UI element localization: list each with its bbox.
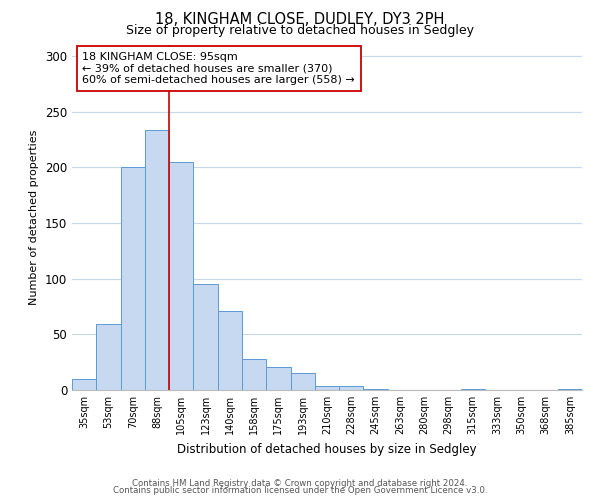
Bar: [145, 130, 169, 390]
Bar: [364, 389, 388, 390]
X-axis label: Distribution of detached houses by size in Sedgley: Distribution of detached houses by size …: [177, 442, 477, 456]
Bar: [242, 359, 266, 390]
Bar: [72, 379, 96, 390]
Bar: [169, 162, 193, 390]
Text: Contains HM Land Registry data © Crown copyright and database right 2024.: Contains HM Land Registry data © Crown c…: [132, 478, 468, 488]
Bar: [96, 324, 121, 390]
Bar: [218, 311, 242, 390]
Bar: [315, 386, 339, 390]
Bar: [339, 386, 364, 390]
Text: Size of property relative to detached houses in Sedgley: Size of property relative to detached ho…: [126, 24, 474, 37]
Text: 18, KINGHAM CLOSE, DUDLEY, DY3 2PH: 18, KINGHAM CLOSE, DUDLEY, DY3 2PH: [155, 12, 445, 28]
Bar: [121, 168, 145, 390]
Bar: [558, 389, 582, 390]
Bar: [266, 366, 290, 390]
Text: 18 KINGHAM CLOSE: 95sqm
← 39% of detached houses are smaller (370)
60% of semi-d: 18 KINGHAM CLOSE: 95sqm ← 39% of detache…: [82, 52, 355, 85]
Bar: [461, 389, 485, 390]
Bar: [193, 284, 218, 390]
Bar: [290, 374, 315, 390]
Text: Contains public sector information licensed under the Open Government Licence v3: Contains public sector information licen…: [113, 486, 487, 495]
Y-axis label: Number of detached properties: Number of detached properties: [29, 130, 40, 305]
